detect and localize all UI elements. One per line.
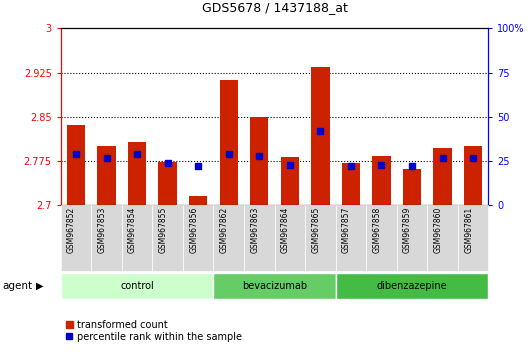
Bar [250,117,268,205]
Text: GSM967860: GSM967860 [433,207,442,253]
Text: dibenzazepine: dibenzazepine [376,281,447,291]
Text: bevacizumab: bevacizumab [242,281,307,291]
Bar [397,205,427,271]
Bar [427,205,458,271]
Bar [458,205,488,271]
Bar [311,67,329,205]
Bar [97,146,116,205]
Text: GSM967862: GSM967862 [220,207,229,253]
Bar [336,273,488,299]
Text: GSM967855: GSM967855 [158,207,168,253]
Bar [189,196,208,205]
Bar [372,156,391,205]
Text: GSM967863: GSM967863 [250,207,259,253]
Text: GSM967853: GSM967853 [98,207,107,253]
Text: control: control [120,281,154,291]
Bar [61,205,91,271]
Text: GSM967861: GSM967861 [464,207,473,253]
Bar [305,205,336,271]
Bar [213,205,244,271]
Text: GSM967858: GSM967858 [372,207,381,253]
Bar [91,205,122,271]
Text: GSM967856: GSM967856 [189,207,198,253]
Bar [183,205,213,271]
Bar [61,273,213,299]
Text: GSM967864: GSM967864 [281,207,290,253]
Text: agent: agent [3,281,33,291]
Bar [275,205,305,271]
Bar [213,273,336,299]
Text: GSM967854: GSM967854 [128,207,137,253]
Text: GSM967859: GSM967859 [403,207,412,253]
Bar [67,125,85,205]
Text: GSM967857: GSM967857 [342,207,351,253]
Text: ▶: ▶ [36,281,43,291]
Bar [403,169,421,205]
Bar [336,205,366,271]
Text: GDS5678 / 1437188_at: GDS5678 / 1437188_at [202,1,347,14]
Bar [244,205,275,271]
Bar [464,146,482,205]
Text: GSM967852: GSM967852 [67,207,76,253]
Bar [158,162,177,205]
Bar [366,205,397,271]
Bar [281,157,299,205]
Bar [220,80,238,205]
Bar [433,148,452,205]
Legend: transformed count, percentile rank within the sample: transformed count, percentile rank withi… [65,320,242,342]
Bar [122,205,153,271]
Text: GSM967865: GSM967865 [312,207,320,253]
Bar [128,142,146,205]
Bar [153,205,183,271]
Bar [342,163,360,205]
